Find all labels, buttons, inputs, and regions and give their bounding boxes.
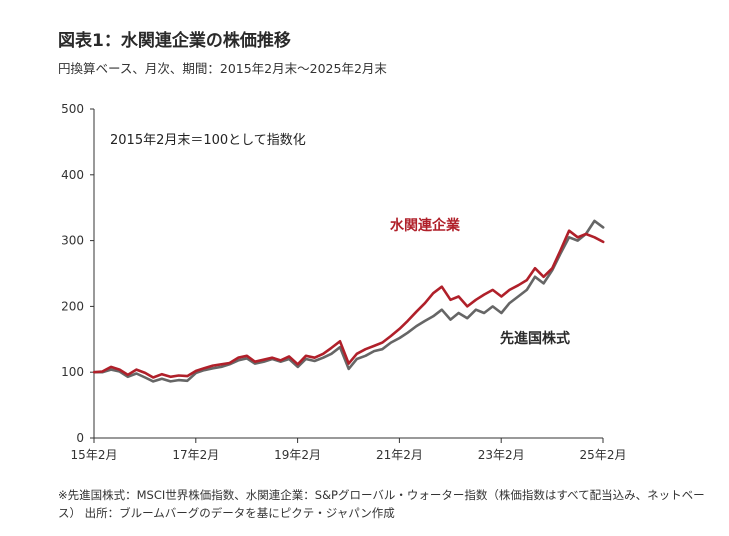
- series-lines: [92, 219, 605, 383]
- x-tick-label: 19年2月: [274, 448, 321, 462]
- x-tick-label: 17年2月: [172, 448, 219, 462]
- y-tick-label: 200: [61, 299, 84, 313]
- chart-title: 図表1：水関連企業の株価推移: [58, 31, 291, 51]
- y-tick-label: 500: [61, 102, 84, 116]
- series-label-water: 水関連企業: [390, 217, 461, 234]
- x-axis: 15年2月 17年2月 19年2月 21年2月 23年2月 25年2月: [71, 437, 627, 462]
- series-line-developed: [92, 219, 605, 383]
- x-tick-label: 21年2月: [376, 448, 423, 462]
- series-line-water: [92, 229, 605, 379]
- y-tick-label: 100: [61, 365, 84, 379]
- y-tick-label: 0: [76, 431, 84, 445]
- footnote: ※先進国株式：MSCI世界株価指数、水関連企業：S&Pグローバル・ウォーター指数…: [58, 488, 705, 520]
- index-annotation: 2015年2月末＝100として指数化: [110, 133, 306, 148]
- x-tick-label: 23年2月: [478, 448, 525, 462]
- x-tick-label: 15年2月: [71, 448, 118, 462]
- y-axis: 0 100 200 300 400 500: [61, 102, 95, 445]
- series-label-developed: 先進国株式: [500, 330, 570, 347]
- x-tick-label: 25年2月: [580, 448, 627, 462]
- chart-subtitle: 円換算ベース、月次、期間：2015年2月末～2025年2月末: [58, 61, 387, 76]
- y-tick-label: 400: [61, 168, 84, 182]
- y-tick-label: 300: [61, 234, 84, 248]
